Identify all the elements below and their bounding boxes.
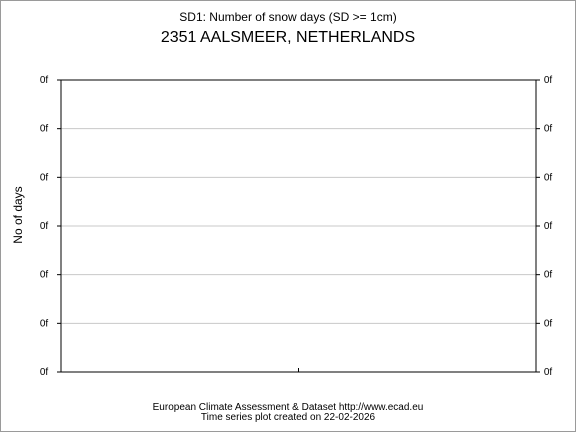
y-tick-label-right: 0f — [544, 367, 553, 378]
y-tick-label-left: 0f — [40, 270, 49, 281]
y-tick-label-right: 0f — [544, 124, 553, 135]
footer-created: Time series plot created on 22-02-2026 — [201, 412, 376, 423]
y-tick-label-left: 0f — [40, 221, 49, 232]
y-tick-label-left: 0f — [40, 124, 49, 135]
tick-labels: 0f 0f 0f 0f 0f 0f 0f 0f 0f 0f 0f 0f 0f 0f — [40, 75, 553, 378]
y-tick-label-right: 0f — [544, 172, 553, 183]
chart-subtitle: 2351 AALSMEER, NETHERLANDS — [161, 29, 415, 46]
chart-title: SD1: Number of snow days (SD >= 1cm) — [179, 10, 396, 24]
y-tick-label-right: 0f — [544, 318, 553, 329]
y-axis-label: No of days — [11, 186, 25, 243]
y-tick-label-right: 0f — [544, 75, 553, 86]
axis-ticks — [57, 79, 540, 373]
y-tick-label-left: 0f — [40, 75, 49, 86]
y-tick-label-left: 0f — [40, 367, 49, 378]
grid-lines — [61, 128, 536, 324]
footer-source: European Climate Assessment & Dataset ht… — [153, 402, 424, 413]
y-tick-label-left: 0f — [40, 172, 49, 183]
y-tick-label-right: 0f — [544, 221, 553, 232]
y-tick-label-left: 0f — [40, 318, 49, 329]
y-tick-label-right: 0f — [544, 270, 553, 281]
